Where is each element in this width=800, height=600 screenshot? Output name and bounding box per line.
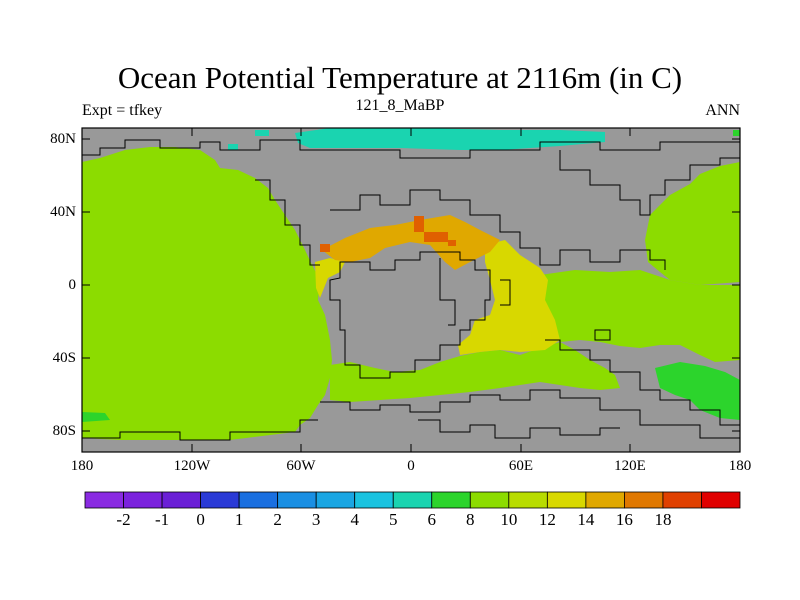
colorbar-label: 3	[311, 510, 321, 529]
colorbar-box	[392, 491, 433, 509]
lat-label-80n: 80N	[50, 131, 76, 147]
colorbar-box	[354, 491, 394, 509]
tethys-12	[458, 240, 560, 355]
lon-label-180w: 180	[70, 458, 94, 474]
colorbar-box	[277, 491, 317, 509]
colorbar-box	[161, 491, 201, 509]
lon-label-60e: 60E	[508, 458, 534, 474]
arctic-patch-6b	[228, 144, 238, 150]
lat-label-80s: 80S	[52, 423, 76, 439]
colorbar-label: 16	[615, 510, 633, 529]
pacific-ocean-east-10	[645, 162, 740, 285]
colorbar-label: 14	[577, 510, 595, 529]
colorbar-label: 2	[273, 510, 282, 529]
arctic-patch-8	[733, 130, 740, 136]
south-pacific-8	[82, 412, 110, 422]
hot-spots-16	[320, 216, 456, 252]
colorbar-box	[200, 491, 240, 509]
experiment-label: Expt = tfkey	[82, 102, 163, 119]
colorbar-label: 8	[466, 510, 475, 529]
lon-label-0: 0	[407, 458, 415, 474]
colorbar-box	[585, 491, 625, 509]
lon-label-60w: 60W	[286, 458, 316, 474]
colorbar-label: 18	[654, 510, 672, 529]
colorbar-box	[701, 491, 741, 509]
colorbar-box	[238, 491, 279, 509]
time-label: 121_8_MaBP	[355, 97, 445, 114]
lon-label-180e: 180	[728, 458, 752, 474]
colorbar-label: -1	[154, 510, 170, 529]
colorbar-label: 0	[196, 510, 205, 529]
colorbar-box	[546, 491, 587, 509]
colorbar	[84, 491, 741, 509]
tick-marks	[82, 128, 740, 452]
colorbar-box	[315, 491, 356, 509]
arctic-ocean-6	[295, 128, 605, 150]
colorbar-label: 6	[427, 510, 437, 529]
colorbar-label: 5	[388, 510, 398, 529]
arctic-patch-6	[255, 130, 269, 136]
colorbar-label: 10	[500, 510, 518, 529]
atlantic-gulf-12	[315, 258, 345, 298]
lat-label-40n: 40N	[50, 204, 76, 220]
colorbar-box	[624, 491, 664, 509]
indian-ocean-10	[540, 270, 740, 362]
season-label: ANN	[705, 102, 740, 119]
tethys-channel-14	[322, 215, 500, 270]
colorbar-label: -2	[116, 510, 131, 529]
colorbar-label: 1	[234, 510, 244, 529]
colorbar-box	[123, 491, 163, 509]
colorbar-label: 4	[350, 510, 359, 529]
colorbar-box	[431, 491, 471, 509]
map-plot	[81, 127, 741, 453]
south-atlantic-10	[330, 342, 620, 402]
colorbar-box	[469, 491, 510, 509]
southern-ocean-8	[655, 362, 740, 420]
lon-label-120e: 120E	[614, 458, 646, 474]
lat-label-40s: 40S	[52, 350, 76, 366]
colorbar-box	[508, 491, 548, 509]
page-title: Ocean Potential Temperature at 2116m (in…	[117, 60, 683, 95]
lat-label-0: 0	[68, 277, 77, 293]
lon-label-120w: 120W	[173, 458, 211, 474]
pacific-ocean-10	[82, 147, 332, 440]
coastlines	[82, 139, 740, 441]
colorbar-label: 12	[538, 510, 556, 529]
colorbar-box	[662, 491, 702, 509]
colorbar-box	[84, 491, 124, 509]
